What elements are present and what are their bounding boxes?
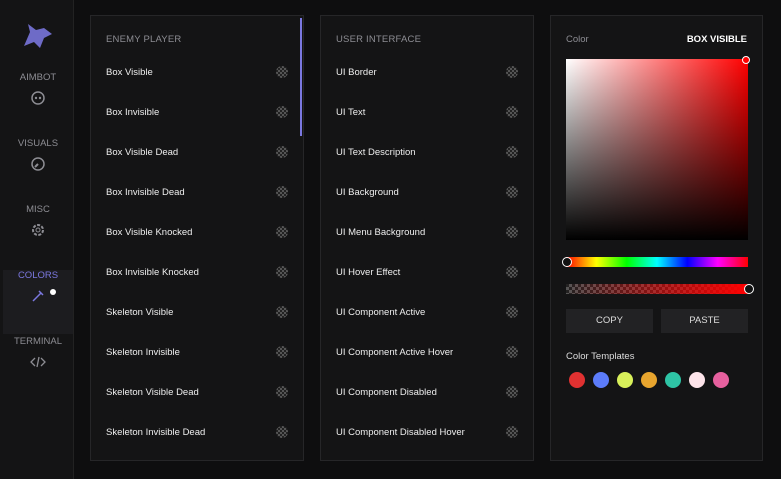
color-swatch[interactable] — [276, 146, 288, 158]
logo — [24, 24, 52, 48]
row-label: Box Invisible Knocked — [106, 267, 199, 278]
templates-title: Color Templates — [566, 351, 635, 362]
nav-item[interactable]: AIMBOT — [3, 72, 73, 136]
color-swatch[interactable] — [276, 106, 288, 118]
row-label: UI Component Active — [336, 307, 426, 318]
row-label: UI Component Disabled Hover — [336, 427, 465, 438]
nav-icon — [30, 356, 46, 368]
picker-target: BOX VISIBLE — [686, 34, 747, 45]
nav-label: TERMINAL — [13, 336, 63, 347]
template-swatch[interactable] — [689, 372, 705, 388]
settings-panel: USER INTERFACE UI Border UI Text UI Text De… — [320, 15, 534, 461]
row-label: Box Visible Knocked — [106, 227, 193, 238]
sv-square[interactable] — [566, 59, 748, 240]
color-swatch[interactable] — [506, 306, 518, 318]
row-label: Skeleton Invisible Dead — [106, 427, 206, 438]
color-swatch[interactable] — [506, 226, 518, 238]
template-swatch[interactable] — [665, 372, 681, 388]
nav-icon — [32, 290, 44, 302]
template-swatch[interactable] — [617, 372, 633, 388]
row-label: Skeleton Invisible — [106, 347, 180, 358]
row-label: Skeleton Visible Dead — [106, 387, 199, 398]
picker-label: Color — [566, 34, 589, 45]
color-swatch[interactable] — [276, 186, 288, 198]
row-label: UI Component Disabled — [336, 387, 437, 398]
nav-label: COLORS — [17, 270, 59, 281]
color-swatch[interactable] — [276, 226, 288, 238]
panel-title: ENEMY PLAYER — [106, 34, 182, 45]
row-label: UI Hover Effect — [336, 267, 401, 278]
paste-button[interactable]: PASTE — [661, 309, 748, 333]
color-swatch[interactable] — [506, 346, 518, 358]
color-swatch[interactable] — [276, 306, 288, 318]
template-swatch[interactable] — [593, 372, 609, 388]
color-swatch[interactable] — [276, 346, 288, 358]
row-label: Box Visible — [106, 67, 153, 78]
sv-handle[interactable] — [742, 56, 750, 64]
color-swatch[interactable] — [276, 66, 288, 78]
nav-icon — [31, 91, 45, 105]
color-swatch[interactable] — [276, 266, 288, 278]
hue-bar[interactable] — [566, 257, 748, 267]
row-label: UI Text — [336, 107, 366, 118]
nav-item[interactable]: MISC — [3, 204, 73, 268]
color-swatch[interactable] — [506, 106, 518, 118]
hue-handle[interactable] — [562, 257, 572, 267]
nav-label: AIMBOT — [19, 72, 57, 83]
sidebar: AIMBOT VISUALS MISC COLORS TERMINAL — [0, 0, 74, 479]
nav-icon — [31, 157, 45, 171]
row-label: UI Background — [336, 187, 399, 198]
color-swatch[interactable] — [506, 186, 518, 198]
template-swatch[interactable] — [569, 372, 585, 388]
nav-item[interactable]: VISUALS — [3, 138, 73, 202]
panel-title: USER INTERFACE — [336, 34, 422, 45]
active-dot — [50, 289, 56, 295]
nav-label: MISC — [26, 204, 50, 215]
row-label: UI Menu Background — [336, 227, 426, 238]
nav-label: VISUALS — [17, 138, 59, 149]
row-label: UI Text Description — [336, 147, 416, 158]
color-swatch[interactable] — [506, 266, 518, 278]
nav-icon — [32, 224, 44, 236]
row-label: UI Border — [336, 67, 377, 78]
settings-panel: ENEMY PLAYER Box Visible Box Invisible Box … — [90, 15, 304, 461]
picker-panel: Color BOX VISIBLE COPY PASTE Color Templ… — [550, 15, 763, 461]
alpha-handle[interactable] — [744, 284, 754, 294]
color-swatch[interactable] — [506, 426, 518, 438]
color-swatch[interactable] — [506, 386, 518, 398]
color-swatch[interactable] — [276, 386, 288, 398]
row-label: Box Invisible Dead — [106, 187, 185, 198]
scrollbar[interactable] — [300, 18, 302, 136]
template-swatch[interactable] — [713, 372, 729, 388]
color-swatch[interactable] — [276, 426, 288, 438]
color-swatch[interactable] — [506, 146, 518, 158]
nav-item[interactable]: TERMINAL — [3, 336, 73, 400]
row-label: UI Component Active Hover — [336, 347, 454, 358]
color-swatch[interactable] — [506, 66, 518, 78]
row-label: Skeleton Visible — [106, 307, 174, 318]
row-label: Box Visible Dead — [106, 147, 179, 158]
template-swatch[interactable] — [641, 372, 657, 388]
row-label: Box Invisible — [106, 107, 160, 118]
copy-button[interactable]: COPY — [566, 309, 653, 333]
nav-item[interactable]: COLORS — [3, 270, 73, 334]
alpha-bar[interactable] — [566, 284, 748, 294]
